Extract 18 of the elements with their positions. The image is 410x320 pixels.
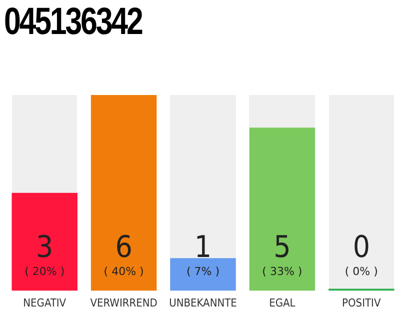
x-tick-label: NEGATIV xyxy=(23,296,66,310)
annotation: ( 7% ) xyxy=(186,264,220,278)
bar xyxy=(170,258,236,291)
annotation: ( 40% ) xyxy=(104,264,144,278)
data-label: 6 xyxy=(115,230,132,265)
x-tick-label: EGAL xyxy=(269,296,296,310)
data-label: 0 xyxy=(352,230,370,265)
chart-title: 045136342 xyxy=(4,0,142,44)
data-label: 5 xyxy=(274,230,291,265)
annotation: ( 0% ) xyxy=(344,264,378,278)
data-label: 1 xyxy=(194,230,212,265)
bar xyxy=(90,95,157,291)
data-label: 3 xyxy=(36,230,54,265)
x-tick-label: VERWIRREND xyxy=(90,296,158,310)
annotation: ( 33% ) xyxy=(262,264,302,278)
x-tick-label: POSITIV xyxy=(342,296,381,310)
annotation: ( 20% ) xyxy=(24,264,65,278)
x-tick-label: UNBEKANNTE xyxy=(169,296,237,310)
